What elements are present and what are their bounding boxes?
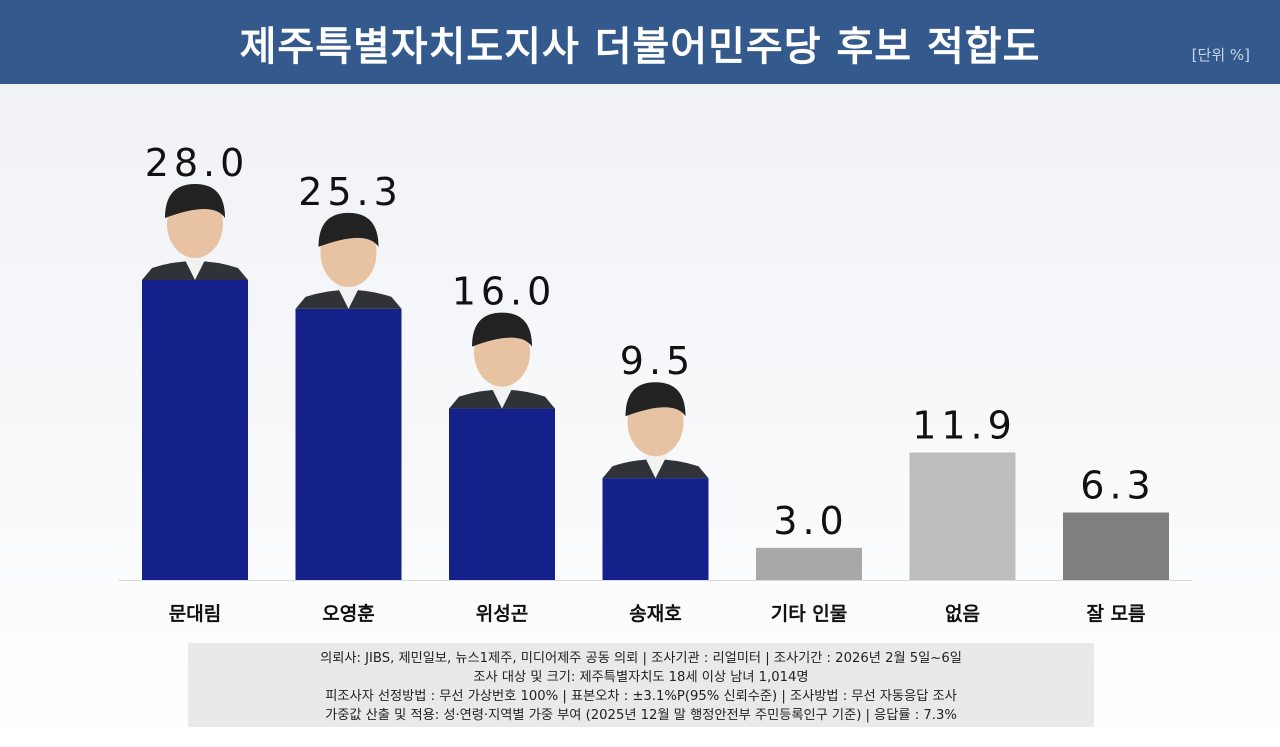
- bar: [1063, 512, 1169, 580]
- category-label: 잘 모름: [1086, 603, 1145, 625]
- data-label: 6.3: [1080, 464, 1155, 508]
- category-label: 위성곤: [476, 603, 528, 625]
- bar: [909, 452, 1016, 580]
- category-label: 없음: [945, 603, 980, 625]
- bar: [756, 547, 862, 580]
- candidate-portrait-icon: [602, 382, 709, 479]
- bar: [602, 478, 709, 580]
- bar: [142, 280, 248, 580]
- footnote-line: 피조사자 선정방법 : 무선 가상번호 100% | 표본오차 : ±3.1%P…: [325, 689, 957, 704]
- bar: [295, 308, 402, 580]
- bar: [449, 408, 555, 580]
- candidate-portrait-icon: [142, 184, 248, 280]
- footnote-line: 가중값 산출 및 적용: 성·연령·지역별 가중 부여 (2025년 12월 말…: [325, 708, 957, 723]
- data-label: 3.0: [773, 499, 848, 543]
- survey-footnote: 의뢰사: JIBS, 제민일보, 뉴스1제주, 미디어제주 공동 의뢰 | 조사…: [188, 643, 1094, 727]
- header-banner: 제주특별자치도지사 더불어민주당 후보 적합도 [단위 %]: [0, 0, 1280, 84]
- category-label: 문대림: [169, 603, 221, 625]
- footnote-line: 조사 대상 및 크기: 제주특별자치도 18세 이상 남녀 1,014명: [473, 670, 809, 685]
- candidate-portrait-icon: [449, 312, 555, 409]
- footnote-line: 의뢰사: JIBS, 제민일보, 뉴스1제주, 미디어제주 공동 의뢰 | 조사…: [320, 651, 962, 666]
- bar-chart: 28.0 문대림 25.3 오영훈 16.0 위성곤 9.5 송재호 3.0 기타 인물 11.9 없…: [118, 141, 1192, 625]
- category-label: 기타 인물: [771, 603, 848, 625]
- data-label: 11.9: [912, 404, 1017, 448]
- data-label: 25.3: [298, 170, 403, 214]
- unit-label: [단위 %]: [1191, 46, 1250, 64]
- data-label: 28.0: [145, 141, 250, 185]
- data-label: 16.0: [452, 270, 557, 314]
- category-label: 오영훈: [322, 602, 374, 625]
- chart-title: 제주특별자치도지사 더불어민주당 후보 적합도: [239, 24, 1041, 70]
- category-label: 송재호: [629, 603, 681, 625]
- candidate-portrait-icon: [295, 212, 402, 309]
- data-label: 9.5: [620, 339, 695, 383]
